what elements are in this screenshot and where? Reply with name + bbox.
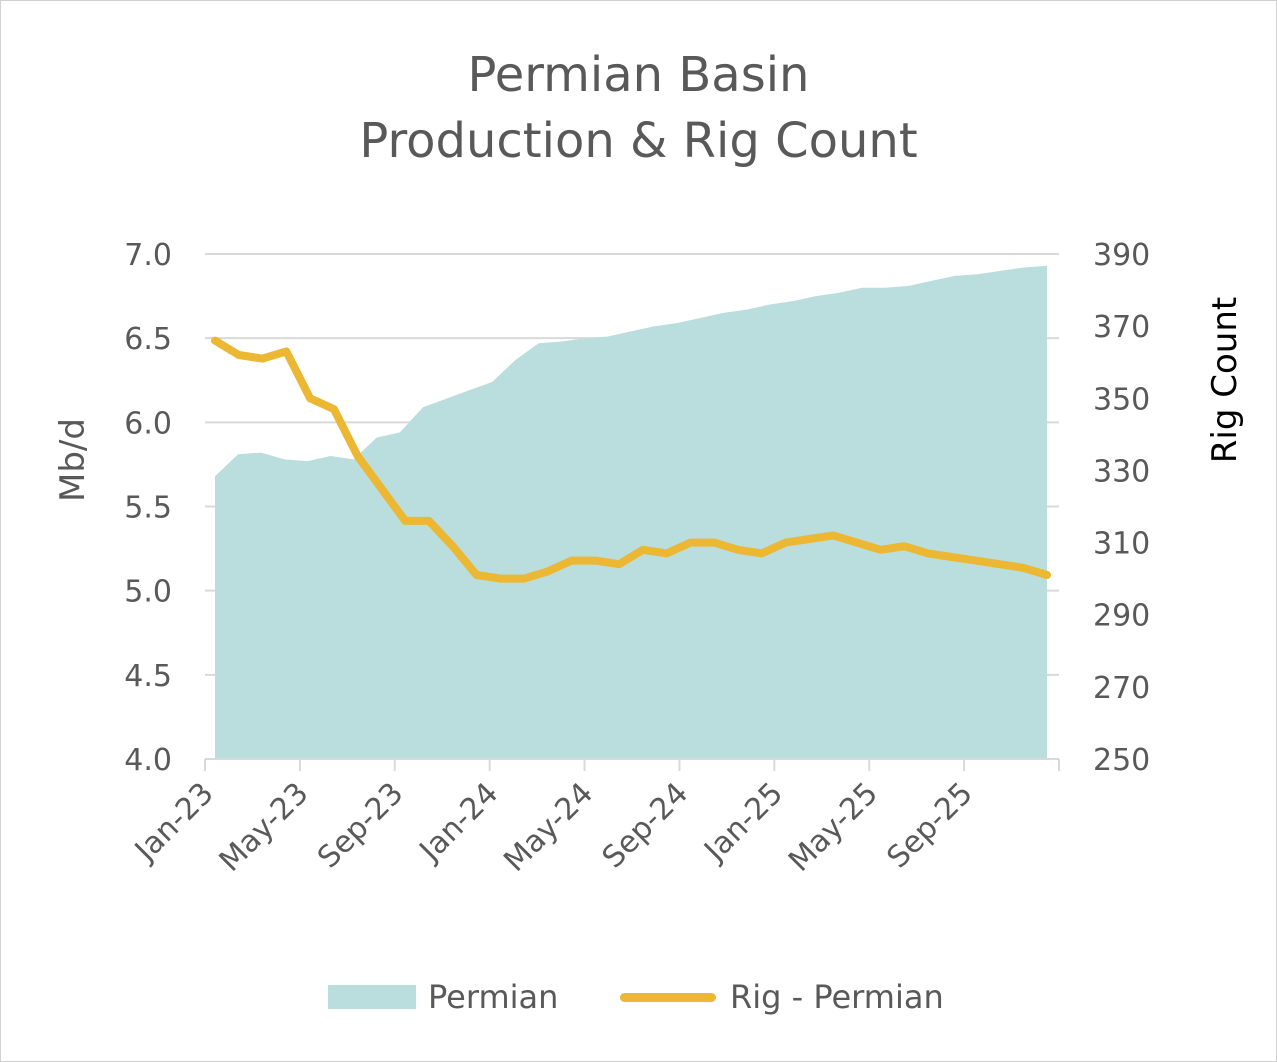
legend-label-permian: Permian (428, 978, 558, 1016)
y-right-tick-label: 350 (1093, 382, 1150, 417)
y-right-tick-label: 330 (1093, 454, 1150, 489)
x-tick-label: May-23 (213, 776, 316, 879)
x-tick-label: Sep-24 (596, 776, 695, 875)
legend: Permian Rig - Permian (0, 972, 1277, 1022)
x-tick-label: Jan-24 (412, 776, 506, 870)
y-left-tick-label: 5.5 (124, 491, 172, 526)
y-right-tick-label: 310 (1093, 527, 1150, 562)
legend-swatch-line (620, 993, 716, 1002)
legend-item-rig-permian[interactable]: Rig - Permian (620, 972, 944, 1022)
y-right-axis-title: Rig Count (1205, 297, 1245, 463)
x-tick-label: Jan-25 (696, 776, 790, 870)
x-tick-label: May-25 (782, 776, 885, 879)
y-right-tick-label: 270 (1093, 671, 1150, 706)
x-tick-label: Sep-23 (311, 776, 410, 875)
legend-swatch-area (328, 985, 416, 1009)
y-right-tick-label: 370 (1093, 310, 1150, 345)
y-left-tick-label: 4.0 (124, 743, 172, 778)
y-left-tick-label: 7.0 (124, 238, 172, 273)
y-left-tick-label: 6.5 (124, 322, 172, 357)
y-left-axis-title: Mb/d (53, 418, 93, 502)
y-left-tick-label: 5.0 (124, 575, 172, 610)
legend-label-rig-permian: Rig - Permian (730, 978, 944, 1016)
y-right-tick-label: 250 (1093, 743, 1150, 778)
y-left-tick-label: 4.5 (124, 659, 172, 694)
x-tick-label: May-24 (497, 776, 600, 879)
y-right-tick-label: 390 (1093, 238, 1150, 273)
legend-item-permian[interactable]: Permian (328, 972, 558, 1022)
y-right-tick-label: 290 (1093, 599, 1150, 634)
x-tick-label: Jan-23 (127, 776, 221, 870)
chart-plot: 4.0 4.5 5.0 5.5 6.0 6.5 7.0 250 270 290 310 330 350 3… (0, 0, 1277, 1062)
y-left-tick-label: 6.0 (124, 406, 172, 441)
area-series-permian (215, 266, 1047, 759)
x-tick-label: Sep-25 (880, 776, 979, 875)
